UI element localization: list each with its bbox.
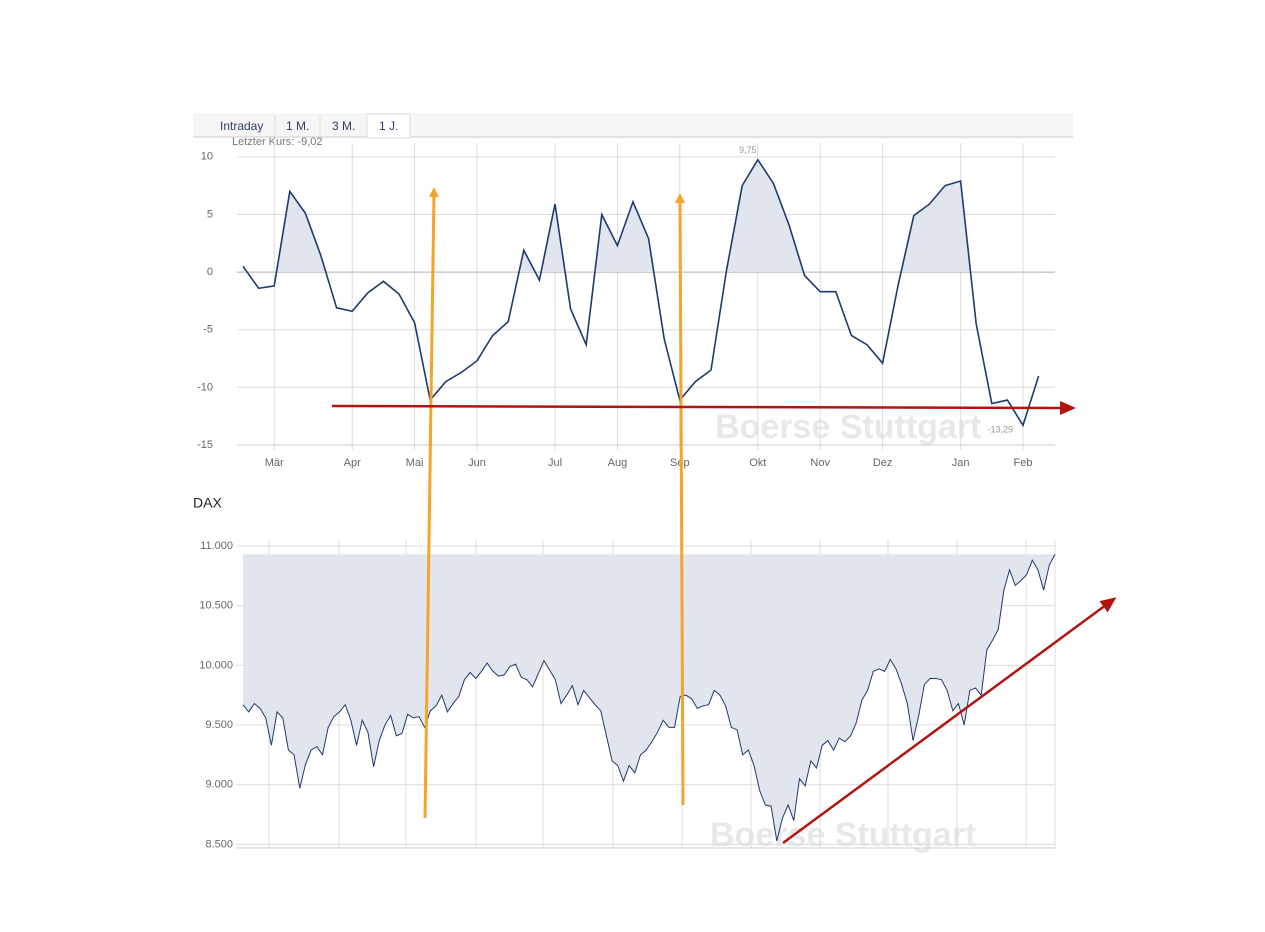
y-tick-label: 10.500	[199, 600, 233, 612]
x-tick-label: Jul	[548, 457, 562, 469]
tab[interactable]: 1 M.	[286, 119, 309, 133]
y-tick-label: 5	[207, 208, 213, 220]
x-tick-label: Mär	[265, 457, 284, 469]
x-tick-label: Jun	[468, 457, 486, 469]
y-tick-label: 10	[201, 151, 213, 163]
y-tick-label: 0	[207, 266, 213, 278]
y-tick-label: 10.000	[199, 659, 233, 671]
x-tick-label: Okt	[749, 457, 766, 469]
active-tab-bg	[366, 113, 411, 139]
arrow	[331, 400, 1076, 415]
annotations	[331, 187, 1117, 845]
watermark: Boerse Stuttgart	[715, 408, 981, 446]
tab[interactable]: Intraday	[220, 119, 263, 133]
arrow	[782, 597, 1117, 845]
y-tick-label: 11.000	[200, 540, 233, 552]
value-label: 9,75	[739, 145, 757, 155]
y-tick-label: -10	[197, 381, 213, 393]
x-tick-label: Dez	[873, 457, 893, 469]
x-tick-label: Sep	[670, 457, 690, 469]
arrow	[423, 187, 439, 819]
x-tick-label: Apr	[344, 457, 361, 469]
last-price: Letzter Kurs: -9,02	[232, 136, 323, 148]
area-fill	[243, 554, 1055, 841]
y-tick-label: -15	[197, 439, 213, 451]
tab-bar-bg	[193, 113, 1073, 137]
x-tick-label: Nov	[810, 457, 830, 469]
y-tick-label: 9.000	[205, 779, 233, 791]
y-tick-label: 8.500	[205, 838, 233, 850]
x-tick-label: Aug	[608, 457, 628, 469]
x-tick-label: Feb	[1014, 457, 1033, 469]
tab[interactable]: 1 J.	[379, 119, 398, 133]
line	[242, 158, 1040, 428]
arrow	[675, 193, 686, 806]
tab-bar: Intraday 1 M. 3 M. 1 J.	[193, 113, 1073, 139]
value-label: -13,29	[987, 425, 1013, 435]
x-tick-label: Jan	[952, 457, 970, 469]
x-tick-label: Mai	[406, 457, 424, 469]
tab[interactable]: 3 M.	[332, 119, 355, 133]
plots: Mär Apr Mai Jun Jul Aug Sep Okt Nov Dez Jan Feb 10 5 0…	[197, 143, 1056, 850]
y-tick-label: -5	[203, 324, 213, 336]
positive-area	[243, 159, 1039, 273]
y-tick-label: 9.500	[205, 719, 233, 731]
line	[242, 554, 1056, 841]
chart-title: DAX	[193, 495, 222, 511]
